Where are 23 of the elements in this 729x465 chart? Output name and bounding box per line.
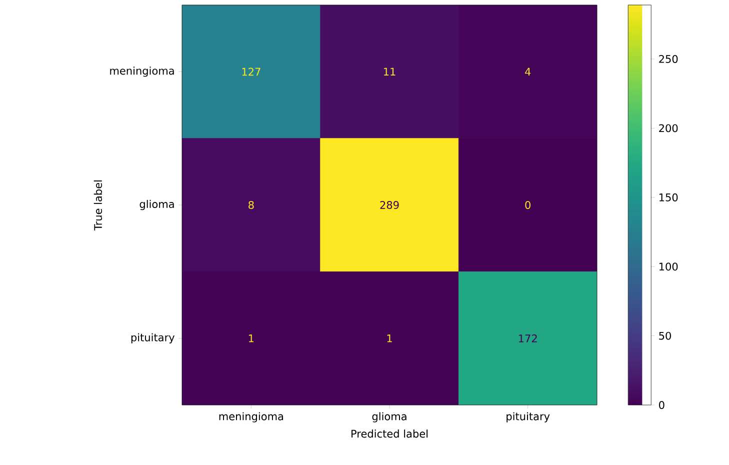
color-bar-label: 200 <box>659 124 678 132</box>
color-bar-label: 100 <box>659 262 678 271</box>
data-label: 1 <box>387 334 392 342</box>
x-tick-label: meningioma <box>219 412 284 422</box>
x-axis-title: Predicted label <box>352 430 428 438</box>
color-bar-label: 0 <box>659 401 664 409</box>
y-tick-label: pituitary <box>131 333 174 344</box>
data-label: 1 <box>248 334 254 342</box>
y-axis-title: True label <box>94 180 102 231</box>
x-tick-label: pituitary <box>506 412 550 422</box>
data-label: 11 <box>384 68 396 76</box>
x-tick-label: glioma <box>372 412 406 422</box>
data-label: 8 <box>248 201 254 209</box>
data-label: 127 <box>242 68 260 76</box>
data-label: 4 <box>525 68 531 76</box>
y-tick-label: meningioma <box>110 66 174 77</box>
color-bar-label: 250 <box>659 55 678 63</box>
y-tick-label: glioma <box>140 200 174 210</box>
data-label: 0 <box>525 201 530 209</box>
data-label: 289 <box>380 201 399 209</box>
color-bar-label: 50 <box>659 332 671 340</box>
data-label: 172 <box>518 334 537 342</box>
color-bar-label: 150 <box>659 193 678 202</box>
